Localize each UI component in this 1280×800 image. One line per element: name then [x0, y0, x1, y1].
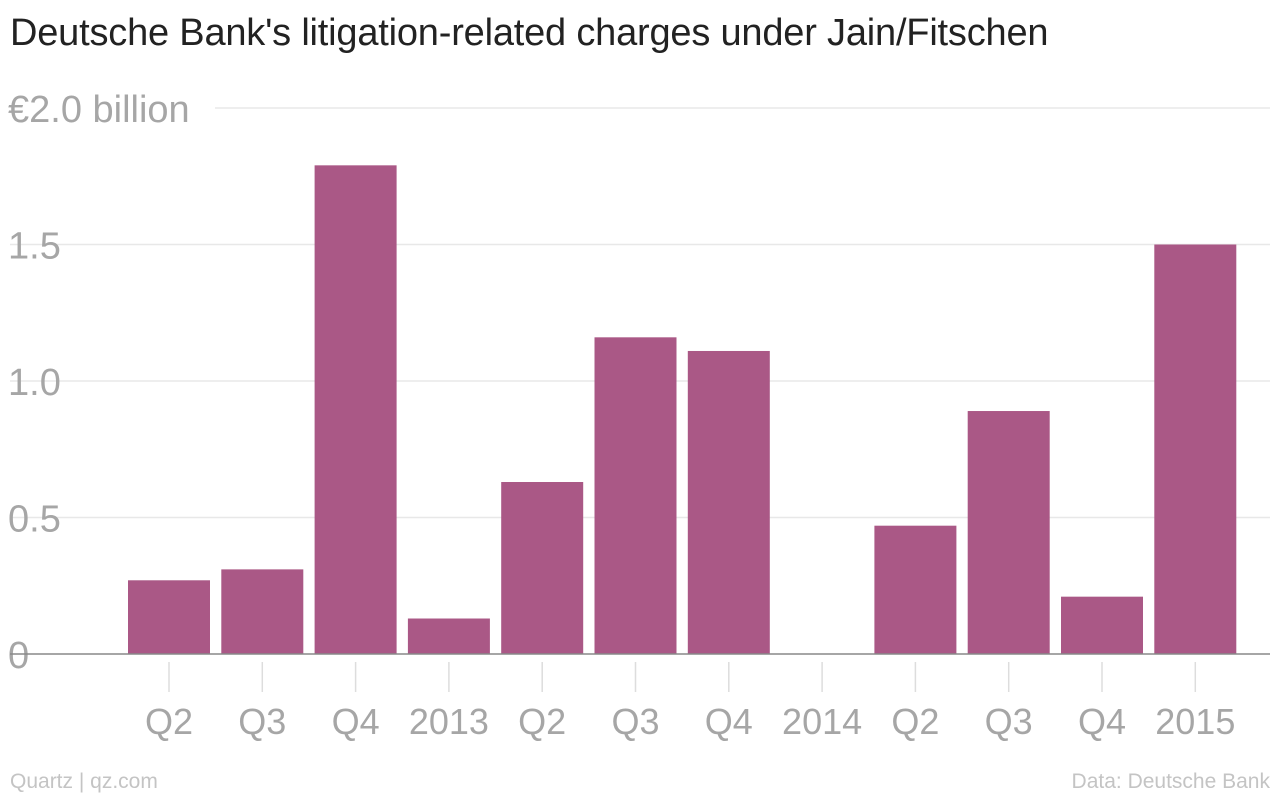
- bar: [221, 569, 304, 654]
- bar: [1154, 244, 1237, 654]
- bar: [874, 525, 957, 654]
- x-tick-label: Q4: [332, 701, 380, 742]
- x-tick-label: Q4: [1078, 701, 1126, 742]
- x-tick-label: 2015: [1155, 701, 1235, 742]
- x-tick-label: Q2: [145, 701, 193, 742]
- x-tick-label: Q2: [518, 701, 566, 742]
- bar: [501, 482, 584, 654]
- x-tick-label: Q3: [611, 701, 659, 742]
- bar: [128, 580, 210, 654]
- x-tick-label: Q3: [238, 701, 286, 742]
- source-credit: Quartz | qz.com: [10, 770, 158, 793]
- x-tick-label: 2013: [409, 701, 489, 742]
- bar: [967, 411, 1050, 654]
- x-tick-label: Q2: [891, 701, 939, 742]
- data-source: Data: Deutsche Bank: [1071, 770, 1270, 793]
- x-tick-label: Q3: [985, 701, 1033, 742]
- bar: [687, 350, 770, 654]
- bar: [314, 165, 397, 654]
- y-tick-label: 0: [8, 635, 29, 677]
- y-tick-label: 0.5: [8, 499, 61, 541]
- y-tick-label: €2.0 billion: [8, 89, 190, 131]
- x-tick-label: 2014: [782, 701, 862, 742]
- bar: [594, 337, 677, 654]
- y-tick-label: 1.5: [8, 226, 61, 268]
- bar: [1061, 596, 1143, 654]
- chart-title: Deutsche Bank's litigation-related charg…: [10, 12, 1049, 54]
- bar: [407, 618, 490, 654]
- x-tick-label: Q4: [705, 701, 753, 742]
- y-tick-label: 1.0: [8, 362, 61, 404]
